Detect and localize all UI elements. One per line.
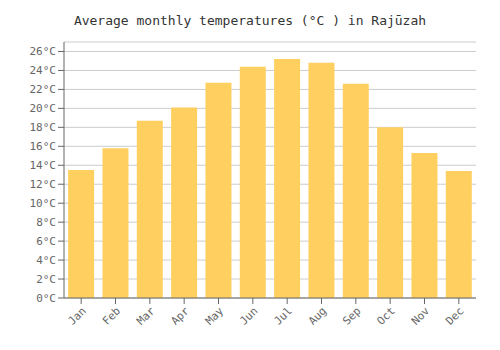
svg-text:20°C: 20°C [30, 102, 57, 115]
svg-text:Mar: Mar [134, 304, 158, 328]
svg-text:14°C: 14°C [30, 159, 57, 172]
svg-text:6°C: 6°C [36, 235, 56, 248]
svg-text:Nov: Nov [409, 304, 433, 328]
html-text:Average monthly temperatures (: Average monthly temperatures (°C ) in Ra… [73, 13, 427, 28]
svg-text:Sep: Sep [340, 304, 363, 327]
svg-text:10°C: 10°C [30, 197, 57, 210]
svg-text:Feb: Feb [100, 304, 123, 327]
svg-text:2°C: 2°C [36, 273, 56, 286]
svg-text:22°C: 22°C [30, 83, 57, 96]
svg-text:May: May [203, 304, 227, 328]
svg-text:26°C: 26°C [30, 45, 57, 58]
svg-text:Jan: Jan [66, 304, 89, 327]
svg-text:0°C: 0°C [36, 292, 56, 305]
svg-text:Aug: Aug [306, 304, 329, 327]
svg-text:16°C: 16°C [30, 140, 57, 153]
svg-text:12°C: 12°C [30, 178, 57, 191]
svg-text:Jul: Jul [272, 304, 295, 327]
svg-text:18°C: 18°C [30, 121, 57, 134]
svg-text:Jun: Jun [237, 304, 260, 327]
svg-text:24°C: 24°C [30, 64, 57, 77]
svg-text:Oct: Oct [375, 304, 398, 327]
svg-text:Apr: Apr [169, 304, 193, 328]
svg-text:Dec: Dec [443, 304, 466, 327]
svg-text:8°C: 8°C [36, 216, 56, 229]
svg-text:4°C: 4°C [36, 254, 56, 267]
